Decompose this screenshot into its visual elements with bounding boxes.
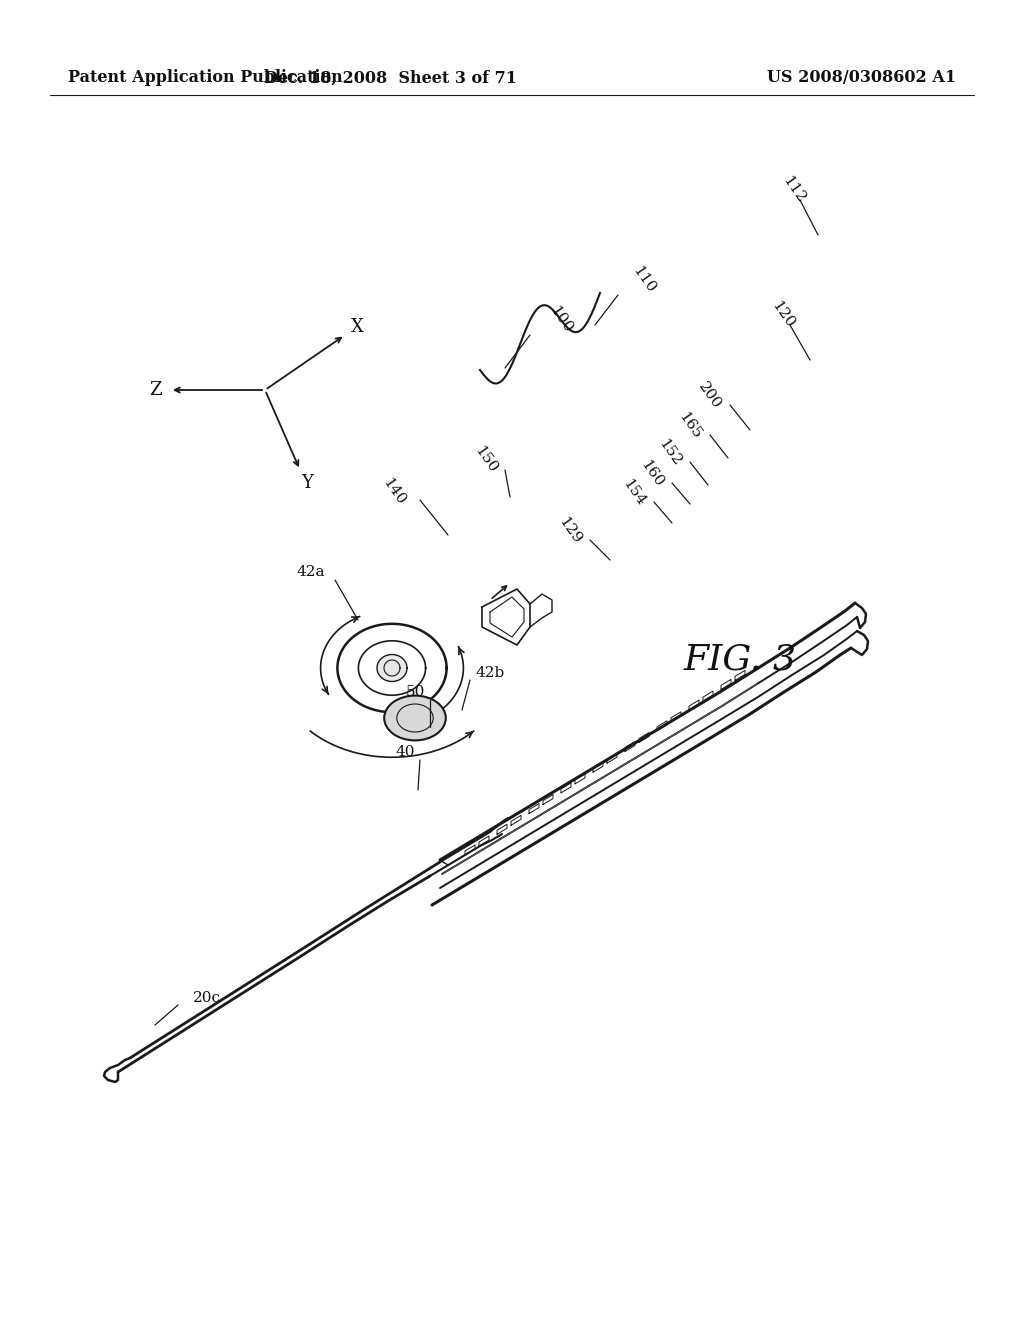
Text: Z: Z (148, 381, 162, 399)
Text: 200: 200 (695, 380, 724, 412)
Text: 112: 112 (780, 174, 808, 206)
Text: Y: Y (301, 474, 313, 492)
Text: 20c: 20c (193, 991, 221, 1005)
Text: Patent Application Publication: Patent Application Publication (68, 70, 343, 87)
Text: 100: 100 (547, 304, 575, 337)
Text: 160: 160 (638, 458, 666, 490)
Ellipse shape (384, 696, 445, 741)
Text: 42a: 42a (297, 565, 325, 579)
Text: 50: 50 (406, 685, 425, 700)
Text: 120: 120 (769, 300, 797, 331)
Text: FIG. 3: FIG. 3 (683, 643, 797, 677)
Ellipse shape (377, 655, 407, 681)
Text: 150: 150 (472, 444, 500, 477)
Text: 110: 110 (630, 264, 658, 296)
Text: 154: 154 (620, 477, 648, 510)
Text: 42b: 42b (476, 667, 505, 680)
Text: US 2008/0308602 A1: US 2008/0308602 A1 (767, 70, 956, 87)
Text: 40: 40 (395, 744, 415, 759)
Text: Dec. 18, 2008  Sheet 3 of 71: Dec. 18, 2008 Sheet 3 of 71 (263, 70, 516, 87)
Text: 129: 129 (556, 515, 584, 546)
Text: 140: 140 (380, 477, 408, 508)
Text: 152: 152 (655, 437, 684, 469)
Text: X: X (350, 318, 364, 337)
Text: 165: 165 (676, 411, 705, 442)
